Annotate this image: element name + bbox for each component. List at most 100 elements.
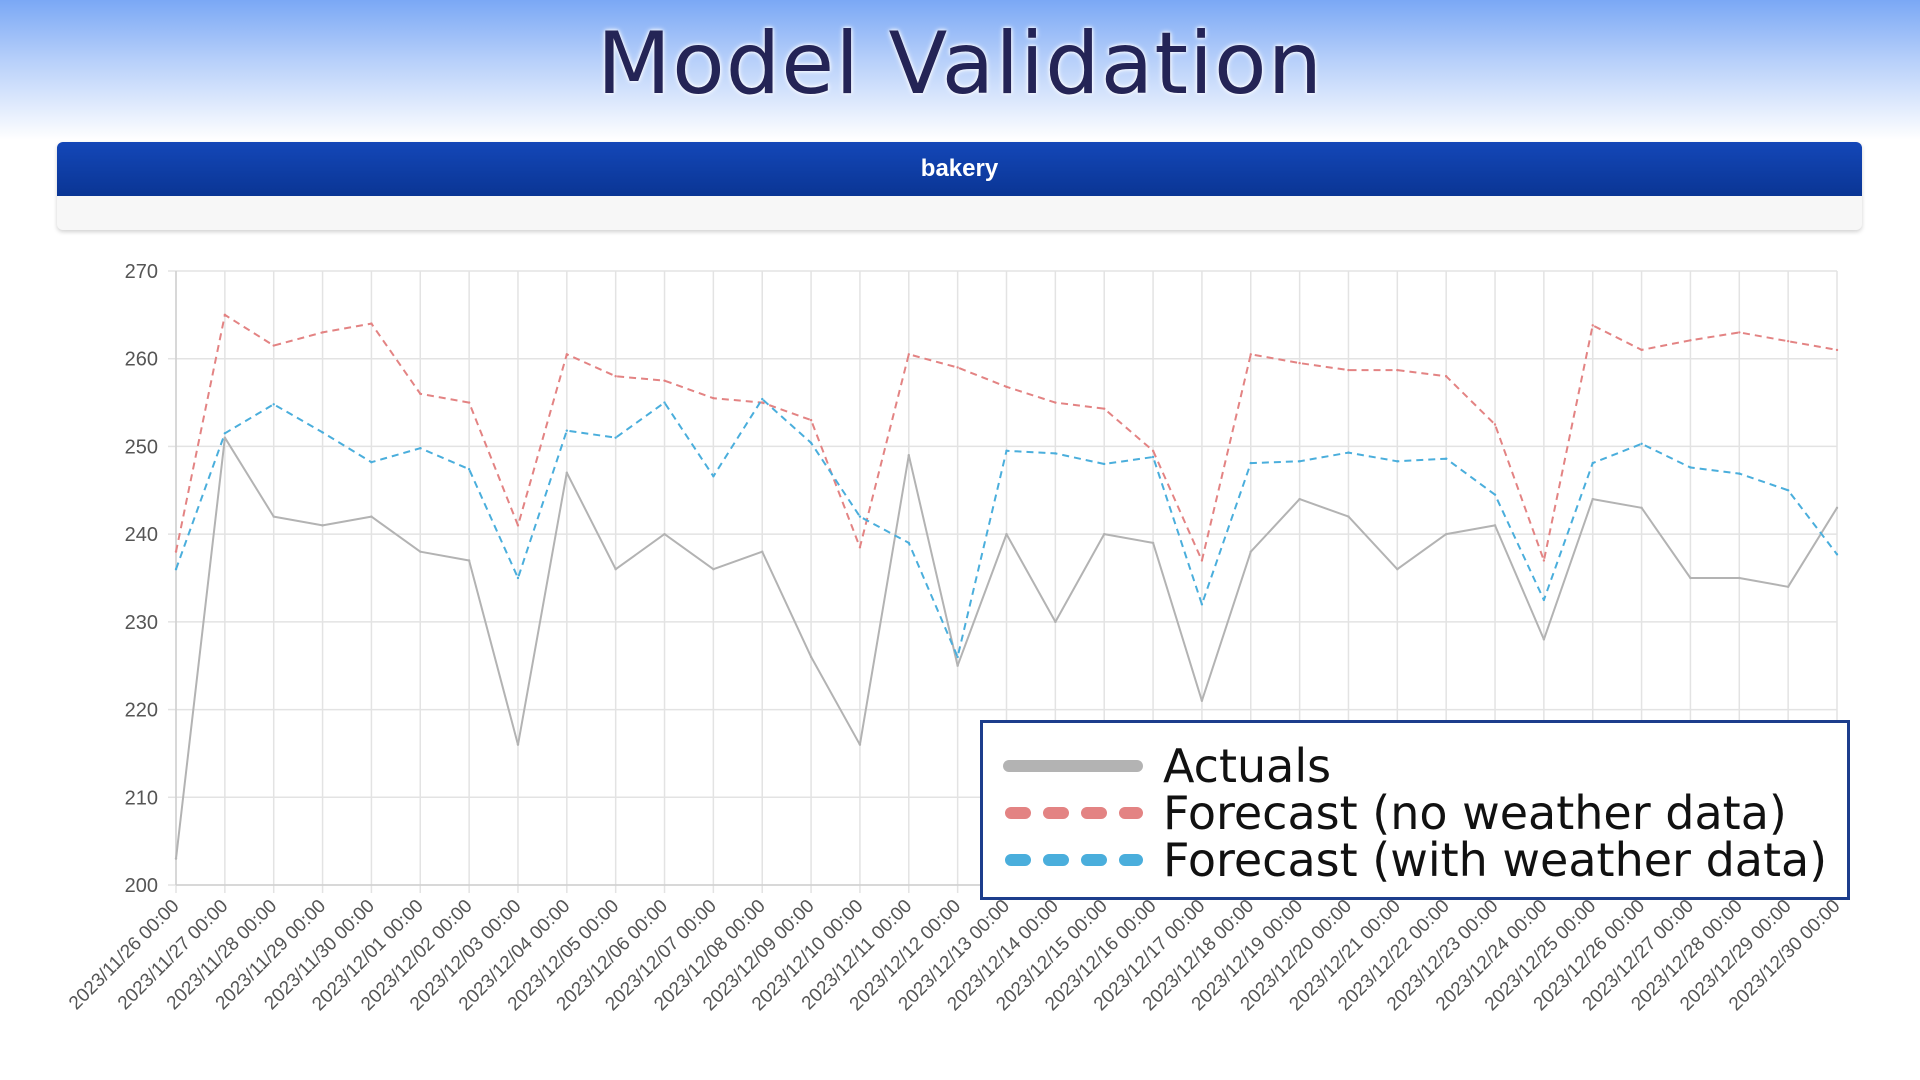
series-with-weather-point [1249, 461, 1252, 465]
series-no-weather-point [1738, 331, 1741, 334]
series-with-weather-point [1738, 472, 1741, 475]
series-no-weather-point [467, 401, 471, 404]
series-with-weather-point [858, 515, 862, 518]
series-with-weather-point [1591, 461, 1594, 465]
series-with-weather-point [174, 568, 178, 571]
series-with-weather-point [1493, 493, 1497, 496]
legend-swatch-with-weather [1005, 854, 1143, 866]
series-with-weather-point [223, 432, 227, 435]
series-with-weather-point [419, 446, 422, 450]
series-actuals-point [1298, 497, 1301, 501]
series-actuals-point [907, 454, 910, 457]
legend-label-no-weather: Forecast (no weather data) [1163, 786, 1787, 840]
legend-label-actuals: Actuals [1163, 739, 1332, 793]
series-actuals-point [761, 550, 764, 553]
series-no-weather-point [858, 546, 862, 549]
series-no-weather-point [1298, 361, 1301, 365]
chart-legend: Actuals Forecast (no weather data) Forec… [980, 720, 1850, 900]
series-actuals-point [712, 568, 715, 571]
series-with-weather-point [1542, 598, 1546, 602]
series-no-weather-point [614, 375, 617, 378]
series-no-weather-point [565, 353, 569, 356]
series-with-weather-point [1689, 466, 1692, 469]
series-with-weather-point [1835, 553, 1839, 556]
series-no-weather-point [516, 524, 520, 527]
series-with-weather-point [1444, 457, 1448, 460]
legend-item-no-weather: Forecast (no weather data) [1003, 786, 1787, 840]
series-no-weather-point [761, 401, 764, 404]
series-no-weather-point [956, 366, 959, 369]
series-actuals-point [1151, 541, 1155, 545]
series-no-weather-point [1835, 348, 1839, 352]
series-no-weather-point [1103, 407, 1106, 410]
series-no-weather-point [712, 396, 715, 400]
series-no-weather-point [1640, 348, 1643, 352]
series-with-weather-point [1005, 449, 1008, 453]
series-with-weather-point [663, 401, 666, 404]
series-no-weather-point [1151, 449, 1155, 453]
series-with-weather-point [956, 655, 959, 659]
series-actuals-point [419, 550, 422, 553]
series-no-weather-point [1200, 559, 1204, 562]
y-tick-label: 260 [125, 349, 158, 371]
series-with-weather-point [1640, 442, 1643, 445]
y-tick-label: 270 [125, 261, 158, 283]
series-no-weather-point [1444, 375, 1448, 378]
series-no-weather-point [809, 418, 813, 422]
series-no-weather-point [321, 331, 324, 334]
series-no-weather-point [907, 353, 910, 356]
series-actuals-point [1200, 699, 1204, 702]
series-with-weather-point [1054, 452, 1057, 455]
series-actuals-point [956, 664, 959, 667]
series-no-weather-point [419, 392, 422, 395]
series-actuals-point [467, 559, 471, 562]
legend-item-actuals: Actuals [1003, 739, 1331, 793]
series-actuals-point [272, 515, 275, 518]
page-title: Model Validation [596, 14, 1324, 114]
y-tick-label: 240 [125, 524, 158, 546]
series-with-weather-point [467, 468, 471, 471]
series-actuals-point [370, 515, 373, 518]
series-actuals-point [663, 532, 666, 536]
legend-item-with-weather: Forecast (with weather data) [1003, 833, 1827, 887]
series-actuals-point [1591, 497, 1594, 501]
series-with-weather-point [1786, 489, 1790, 492]
y-tick-label: 210 [125, 787, 158, 809]
series-no-weather-point [1493, 423, 1497, 426]
header-band [0, 0, 1920, 140]
series-no-weather-point [1249, 353, 1252, 356]
series-no-weather-point [1591, 324, 1594, 327]
series-with-weather-point [1298, 460, 1301, 463]
series-with-weather-point [614, 436, 617, 439]
series-with-weather-point [565, 429, 569, 432]
series-actuals-point [1738, 576, 1741, 580]
series-no-weather-point [1054, 401, 1057, 404]
y-tick-label: 250 [125, 436, 158, 458]
series-actuals-point [614, 568, 617, 571]
series-with-weather-point [272, 403, 275, 406]
series-with-weather-point [516, 576, 520, 580]
series-no-weather-point [1396, 368, 1399, 372]
series-with-weather-point [1103, 462, 1106, 466]
series-actuals-point [1347, 515, 1350, 518]
series-actuals-point [1493, 524, 1497, 527]
series-no-weather-point [1347, 368, 1350, 372]
series-actuals-point [516, 743, 520, 746]
series-actuals-point [1444, 532, 1448, 536]
series-actuals-point [223, 436, 227, 439]
series-no-weather-point [272, 344, 275, 347]
series-with-weather-point [712, 475, 715, 478]
series-actuals-point [1835, 506, 1839, 510]
series-no-weather-point [1005, 385, 1008, 388]
series-actuals-point [1396, 568, 1399, 571]
series-actuals-point [1249, 550, 1252, 553]
series-actuals-point [1005, 532, 1008, 536]
series-with-weather-point [1347, 451, 1350, 454]
series-actuals-point [858, 743, 862, 746]
series-actuals-point [174, 857, 178, 860]
series-actuals-point [1103, 532, 1106, 536]
series-actuals-point [1054, 620, 1057, 624]
series-no-weather-point [1689, 339, 1692, 342]
series-actuals-point [565, 471, 569, 474]
